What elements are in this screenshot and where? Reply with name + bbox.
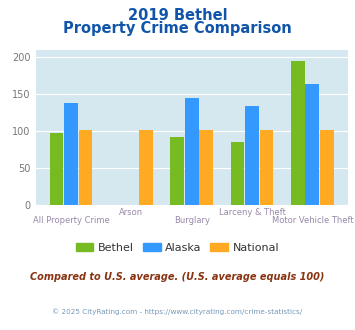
Text: Compared to U.S. average. (U.S. average equals 100): Compared to U.S. average. (U.S. average … [30,272,325,282]
Text: Property Crime Comparison: Property Crime Comparison [63,21,292,36]
Text: Arson: Arson [119,208,143,217]
Text: © 2025 CityRating.com - https://www.cityrating.com/crime-statistics/: © 2025 CityRating.com - https://www.city… [53,309,302,315]
Bar [79,130,92,205]
Bar [260,130,273,205]
Bar [245,106,259,205]
Text: 2019 Bethel: 2019 Bethel [128,8,227,23]
Bar [185,97,198,205]
Bar [320,130,334,205]
Bar [231,142,245,205]
Text: Motor Vehicle Theft: Motor Vehicle Theft [272,216,353,225]
Text: Larceny & Theft: Larceny & Theft [219,208,285,217]
Bar [64,103,78,205]
Bar [291,61,305,205]
Bar [199,130,213,205]
Bar [139,130,153,205]
Text: All Property Crime: All Property Crime [33,216,109,225]
Legend: Bethel, Alaska, National: Bethel, Alaska, National [71,238,284,257]
Bar [50,133,64,205]
Text: Burglary: Burglary [174,216,210,225]
Bar [170,137,184,205]
Bar [305,84,319,205]
